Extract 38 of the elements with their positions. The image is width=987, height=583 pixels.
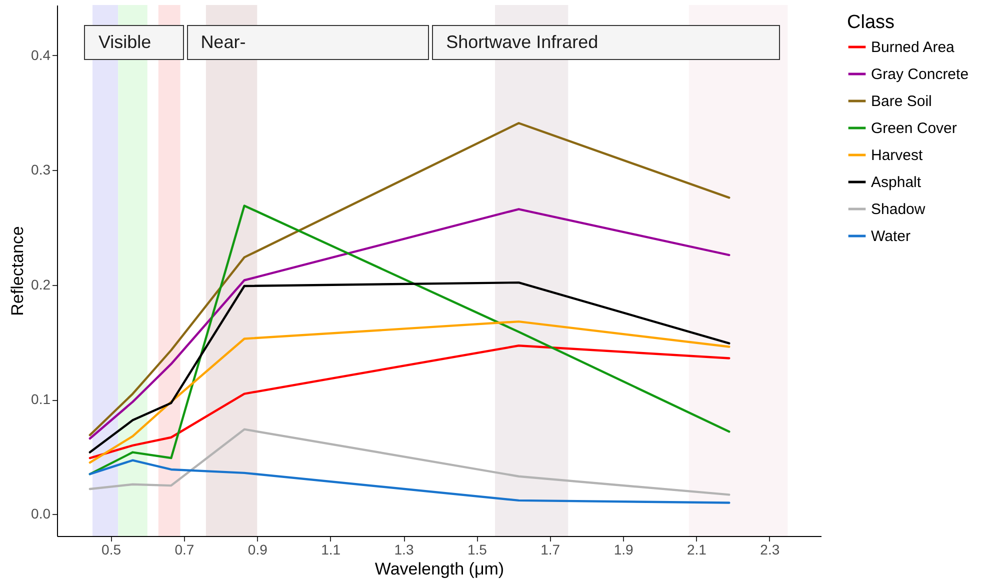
legend-label: Water [871,228,910,245]
label-box: Visible [84,25,184,60]
line-series [88,320,730,464]
x-tick-label: 1.9 [614,542,634,558]
line-series [88,459,730,504]
y-tick-label: 0.2 [31,276,51,292]
y-tick-label: 0.4 [31,46,51,63]
legend-title: Class [847,12,895,33]
annotation: Shortwave Infrared [446,32,598,53]
annotation: Visible [98,32,152,53]
label-box: Shortwave Infrared [432,25,780,60]
y-tick-label: 0.1 [31,391,51,408]
y-tick-label: 0.3 [31,162,51,178]
legend-label: Asphalt [871,174,922,191]
x-tick-label: 0.7 [174,542,194,558]
x-tick-label: 1.5 [467,542,488,558]
label-box: Near- [186,25,430,60]
legend-label: Bare Soil [871,93,932,110]
legend-label: Gray Concrete [871,66,969,83]
y-axis-title: Reflectance [8,226,28,316]
x-tick-label: 1.3 [394,542,414,558]
x-tick-label: 2.1 [686,542,707,558]
legend-label: Shadow [871,201,926,218]
x-tick-label: 1.7 [540,542,560,558]
annotation: Near- [200,32,246,53]
line-series [88,428,730,496]
line-series [88,344,730,460]
legend-label: Harvest [871,147,924,164]
line-series [88,122,730,436]
x-tick-label: 0.9 [248,542,268,558]
x-tick-label: 1.1 [321,542,341,558]
legend-label: Green Cover [871,120,957,137]
y-tick-label: 0.0 [31,506,51,522]
x-tick-label: 2.3 [760,542,780,558]
legend-label: Burned Area [871,39,956,56]
x-tick-label: 0.5 [102,542,122,558]
line-series [88,281,730,454]
x-axis-title: Wavelength (μm) [374,560,504,578]
